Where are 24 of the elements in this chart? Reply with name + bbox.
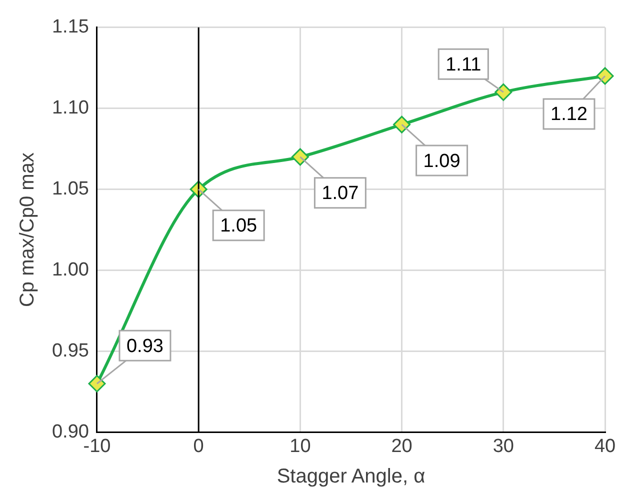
point — [88, 374, 106, 392]
data-label: 1.07 — [322, 183, 359, 204]
data-label: 1.05 — [220, 216, 258, 237]
x-axis-title: Stagger Angle, α — [276, 466, 426, 488]
data-label: 0.93 — [126, 336, 164, 357]
x-tick-label: 10 — [290, 436, 311, 457]
point — [494, 83, 512, 101]
x-tick-label: 30 — [492, 436, 514, 457]
y-tick-label: 0.90 — [52, 421, 89, 442]
x-tick-label: 0 — [193, 436, 204, 457]
data-label: 1.09 — [423, 150, 460, 172]
data-label: 1.12 — [550, 104, 588, 126]
y-axis-title: Cp max/Cp0 max — [16, 152, 39, 308]
point — [596, 67, 614, 85]
x-tick-label: 20 — [391, 436, 412, 457]
y-tick-label: 1.05 — [52, 178, 89, 200]
y-tick-label: 1.15 — [52, 16, 89, 38]
data-label: 1.11 — [446, 54, 482, 76]
x-tick-label: 40 — [594, 436, 616, 457]
y-tick-label: 1.10 — [52, 98, 89, 119]
point — [393, 116, 411, 134]
point — [291, 148, 309, 166]
y-tick-label: 0.95 — [52, 340, 89, 362]
y-tick-label: 1.00 — [52, 260, 89, 281]
